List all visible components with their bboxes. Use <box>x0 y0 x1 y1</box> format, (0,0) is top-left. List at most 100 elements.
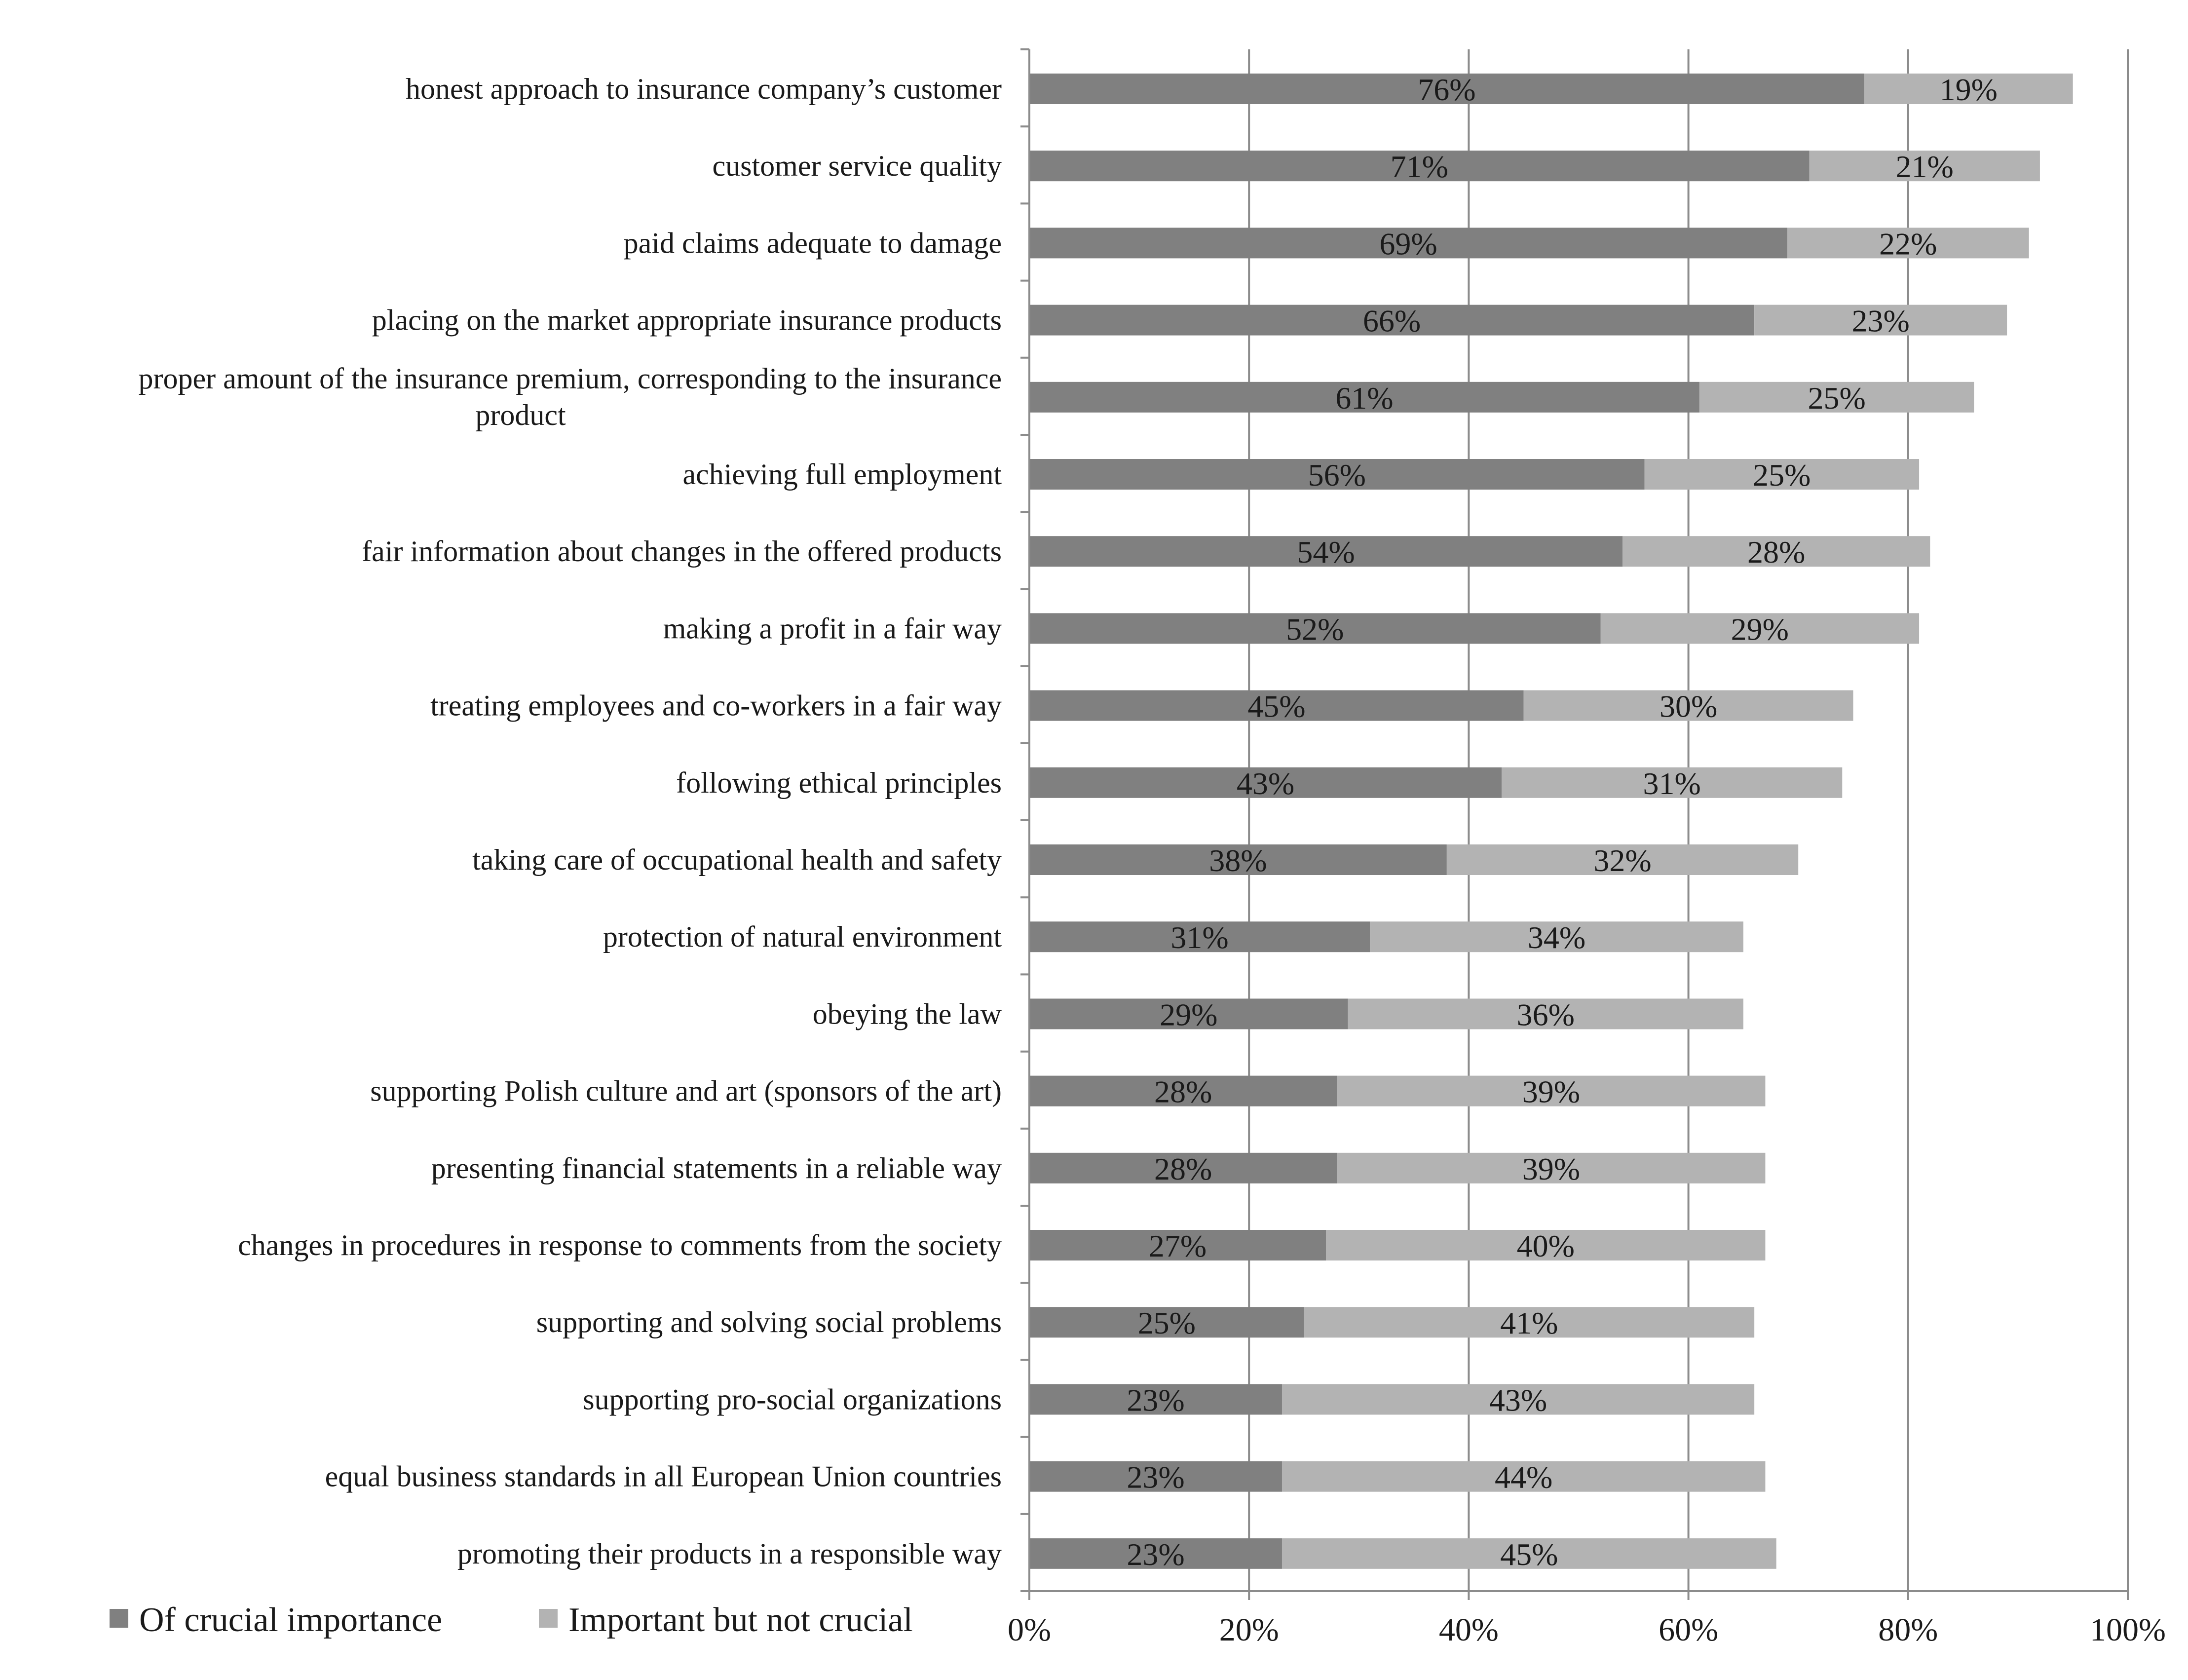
bar-important <box>1754 305 2007 336</box>
data-label: 28% <box>1154 1074 1212 1109</box>
bar-crucial <box>1029 1461 1282 1492</box>
data-label: 23% <box>1851 304 1909 339</box>
data-label: 45% <box>1247 689 1305 724</box>
data-label: 61% <box>1335 381 1393 416</box>
legend-label-crucial: Of crucial importance <box>139 1601 442 1639</box>
data-label: 28% <box>1154 1151 1212 1186</box>
bar-important <box>1809 151 2040 182</box>
bar-crucial <box>1029 1307 1304 1338</box>
bar-crucial <box>1029 690 1524 721</box>
bar-crucial <box>1029 382 1699 413</box>
category-label: paid claims adequate to damage <box>624 227 1002 259</box>
bar-important <box>1304 1307 1755 1338</box>
category-label: changes in procedures in response to com… <box>238 1229 1002 1261</box>
gridlines <box>1248 49 2129 1591</box>
data-label: 54% <box>1297 535 1355 570</box>
bar-crucial <box>1029 1230 1326 1260</box>
category-label: placing on the market appropriate insura… <box>372 304 1002 337</box>
data-label: 39% <box>1522 1074 1580 1109</box>
bar-important <box>1600 613 1920 644</box>
category-label: proper amount of the insurance premium, … <box>139 362 1002 395</box>
data-label: 66% <box>1363 304 1421 339</box>
x-tick-label: 100% <box>2090 1612 2166 1648</box>
bar-important <box>1446 844 1799 875</box>
bar-crucial <box>1029 459 1645 490</box>
bar-important <box>1370 921 1743 953</box>
bar-important <box>1787 228 2029 259</box>
data-label: 31% <box>1170 920 1228 955</box>
x-tick-label: 40% <box>1439 1612 1499 1648</box>
data-label: 29% <box>1731 611 1789 647</box>
category-label: equal business standards in all European… <box>325 1460 1002 1493</box>
data-label: 36% <box>1517 997 1575 1032</box>
category-label: achieving full employment <box>683 458 1002 491</box>
data-label: 45% <box>1500 1537 1558 1572</box>
data-label: 23% <box>1127 1460 1184 1495</box>
bar-crucial <box>1029 1152 1337 1184</box>
data-label: 69% <box>1379 226 1437 261</box>
data-label: 21% <box>1896 149 1954 184</box>
category-label: supporting Polish culture and art (spons… <box>370 1075 1002 1107</box>
data-label: 71% <box>1391 149 1448 184</box>
bar-crucial <box>1029 1538 1282 1569</box>
category-label: obeying the law <box>813 997 1002 1030</box>
data-label: 25% <box>1753 458 1811 493</box>
bar-crucial <box>1029 921 1370 953</box>
category-label: presenting financial statements in a rel… <box>431 1152 1002 1184</box>
data-label: 29% <box>1160 997 1217 1032</box>
bar-important <box>1282 1538 1776 1569</box>
data-label: 22% <box>1879 226 1937 261</box>
data-label: 28% <box>1747 535 1805 570</box>
data-label: 23% <box>1127 1537 1184 1572</box>
category-label: promoting their products in a responsibl… <box>457 1537 1002 1570</box>
data-label: 31% <box>1643 766 1701 801</box>
data-label: 44% <box>1495 1460 1552 1495</box>
bar-crucial <box>1029 767 1502 798</box>
bar-important <box>1282 1461 1766 1492</box>
bar-crucial <box>1029 536 1623 567</box>
x-tick-label: 80% <box>1878 1612 1938 1648</box>
bar-crucial <box>1029 613 1601 644</box>
data-label: 34% <box>1528 920 1585 955</box>
category-label: honest approach to insurance company’s c… <box>406 73 1002 105</box>
bar-important <box>1502 767 1843 798</box>
bar-important <box>1523 690 1853 721</box>
category-label-continuation: product <box>475 399 566 431</box>
legend-swatch-important <box>539 1609 558 1628</box>
legend: Of crucial importance Important but not c… <box>110 1601 913 1639</box>
data-label: 39% <box>1522 1151 1580 1186</box>
category-label: fair information about changes in the of… <box>362 535 1002 568</box>
data-label: 52% <box>1286 611 1344 647</box>
bar-crucial <box>1029 305 1755 336</box>
data-label: 30% <box>1660 689 1717 724</box>
bar-important <box>1348 998 1743 1030</box>
data-label: 43% <box>1489 1382 1547 1417</box>
data-label: 41% <box>1500 1305 1558 1340</box>
x-tick-label: 20% <box>1219 1612 1279 1648</box>
category-labels: honest approach to insurance company’s c… <box>139 73 1002 1570</box>
category-label: supporting pro-social organizations <box>583 1383 1002 1415</box>
bar-important <box>1864 74 2073 104</box>
bar-crucial <box>1029 844 1447 875</box>
bar-crucial <box>1029 74 1864 104</box>
category-label: making a profit in a fair way <box>663 612 1002 645</box>
data-label: 19% <box>1940 72 1998 107</box>
data-label: 32% <box>1593 843 1651 878</box>
data-label: 76% <box>1418 72 1475 107</box>
bars: 76% 19% 71% 21% 69% 22% 66% 23% 61% 25% 56% 25% 54% 2… <box>1029 72 2073 1572</box>
data-label: 56% <box>1308 458 1366 493</box>
legend-label-important: Important but not crucial <box>568 1601 913 1639</box>
bar-important <box>1337 1152 1766 1184</box>
x-tick-label: 60% <box>1659 1612 1718 1648</box>
axes: 0% 20% 40% 60% 80% 100% <box>1008 48 2166 1648</box>
x-tick-label: 0% <box>1008 1612 1051 1648</box>
data-label: 40% <box>1517 1228 1575 1263</box>
data-label: 25% <box>1808 381 1865 416</box>
data-label: 25% <box>1138 1305 1196 1340</box>
bar-important <box>1337 1075 1766 1107</box>
bar-important <box>1699 382 1974 413</box>
bar-important <box>1644 459 1920 490</box>
category-label: protection of natural environment <box>603 920 1002 953</box>
category-label: treating employees and co-workers in a f… <box>430 689 1002 722</box>
